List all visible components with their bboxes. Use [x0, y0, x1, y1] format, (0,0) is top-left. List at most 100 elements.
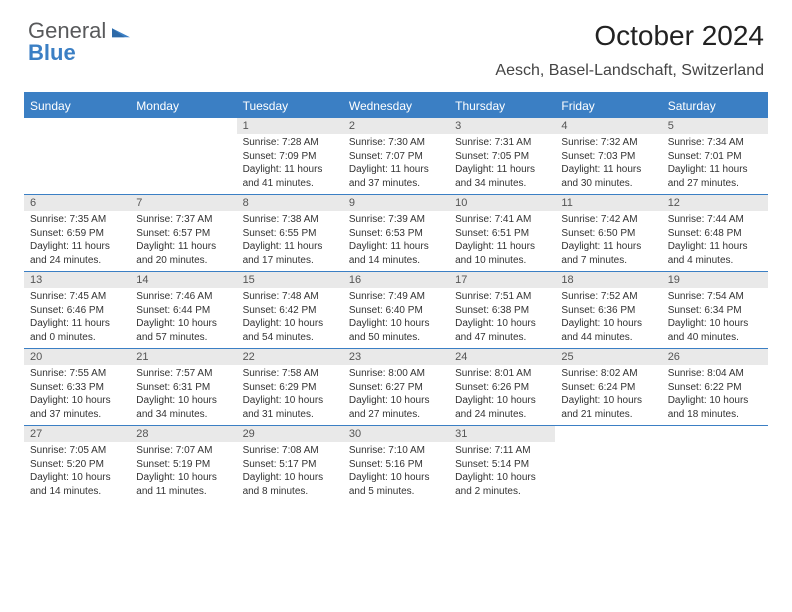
sunrise-line: Sunrise: 8:01 AM	[455, 367, 549, 381]
day-body: Sunrise: 7:54 AMSunset: 6:34 PMDaylight:…	[662, 288, 768, 344]
sunset-line: Sunset: 7:03 PM	[561, 150, 655, 164]
sunrise-line: Sunrise: 8:02 AM	[561, 367, 655, 381]
day-cell: 30Sunrise: 7:10 AMSunset: 5:16 PMDayligh…	[343, 426, 449, 502]
day-number: 15	[237, 272, 343, 288]
week-row: 13Sunrise: 7:45 AMSunset: 6:46 PMDayligh…	[24, 272, 768, 349]
sunset-line: Sunset: 6:44 PM	[136, 304, 230, 318]
sunset-line: Sunset: 5:20 PM	[30, 458, 124, 472]
day-number: 7	[130, 195, 236, 211]
daylight-line: Daylight: 10 hours and 24 minutes.	[455, 394, 549, 421]
day-cell: 15Sunrise: 7:48 AMSunset: 6:42 PMDayligh…	[237, 272, 343, 348]
day-cell: 9Sunrise: 7:39 AMSunset: 6:53 PMDaylight…	[343, 195, 449, 271]
daylight-line: Daylight: 11 hours and 0 minutes.	[30, 317, 124, 344]
day-cell: 11Sunrise: 7:42 AMSunset: 6:50 PMDayligh…	[555, 195, 661, 271]
title-block: October 2024 Aesch, Basel-Landschaft, Sw…	[495, 20, 764, 80]
day-cell: 22Sunrise: 7:58 AMSunset: 6:29 PMDayligh…	[237, 349, 343, 425]
day-cell: 26Sunrise: 8:04 AMSunset: 6:22 PMDayligh…	[662, 349, 768, 425]
sunrise-line: Sunrise: 7:10 AM	[349, 444, 443, 458]
sunrise-line: Sunrise: 7:58 AM	[243, 367, 337, 381]
sunrise-line: Sunrise: 7:41 AM	[455, 213, 549, 227]
day-cell: 5Sunrise: 7:34 AMSunset: 7:01 PMDaylight…	[662, 118, 768, 194]
day-number: 27	[24, 426, 130, 442]
day-body: Sunrise: 8:01 AMSunset: 6:26 PMDaylight:…	[449, 365, 555, 421]
day-body: Sunrise: 8:02 AMSunset: 6:24 PMDaylight:…	[555, 365, 661, 421]
day-cell: 13Sunrise: 7:45 AMSunset: 6:46 PMDayligh…	[24, 272, 130, 348]
daylight-line: Daylight: 10 hours and 37 minutes.	[30, 394, 124, 421]
day-cell: 12Sunrise: 7:44 AMSunset: 6:48 PMDayligh…	[662, 195, 768, 271]
sunset-line: Sunset: 6:26 PM	[455, 381, 549, 395]
daylight-line: Daylight: 10 hours and 21 minutes.	[561, 394, 655, 421]
day-number: 19	[662, 272, 768, 288]
day-body: Sunrise: 7:55 AMSunset: 6:33 PMDaylight:…	[24, 365, 130, 421]
sunset-line: Sunset: 6:46 PM	[30, 304, 124, 318]
logo-word-2: Blue	[28, 40, 76, 65]
logo-text-wrap: General Blue	[28, 20, 130, 64]
daylight-line: Daylight: 10 hours and 8 minutes.	[243, 471, 337, 498]
dow-thursday: Thursday	[449, 94, 555, 118]
day-cell: 2Sunrise: 7:30 AMSunset: 7:07 PMDaylight…	[343, 118, 449, 194]
dow-wednesday: Wednesday	[343, 94, 449, 118]
day-cell: 4Sunrise: 7:32 AMSunset: 7:03 PMDaylight…	[555, 118, 661, 194]
sunrise-line: Sunrise: 7:37 AM	[136, 213, 230, 227]
day-body: Sunrise: 7:41 AMSunset: 6:51 PMDaylight:…	[449, 211, 555, 267]
day-cell: 20Sunrise: 7:55 AMSunset: 6:33 PMDayligh…	[24, 349, 130, 425]
week-row: 1Sunrise: 7:28 AMSunset: 7:09 PMDaylight…	[24, 118, 768, 195]
daylight-line: Daylight: 11 hours and 24 minutes.	[30, 240, 124, 267]
day-number: 31	[449, 426, 555, 442]
day-cell: 14Sunrise: 7:46 AMSunset: 6:44 PMDayligh…	[130, 272, 236, 348]
day-body: Sunrise: 8:00 AMSunset: 6:27 PMDaylight:…	[343, 365, 449, 421]
weeks-container: 1Sunrise: 7:28 AMSunset: 7:09 PMDaylight…	[24, 118, 768, 502]
sunset-line: Sunset: 7:07 PM	[349, 150, 443, 164]
sunset-line: Sunset: 6:57 PM	[136, 227, 230, 241]
day-body: Sunrise: 7:45 AMSunset: 6:46 PMDaylight:…	[24, 288, 130, 344]
sunset-line: Sunset: 6:48 PM	[668, 227, 762, 241]
day-body: Sunrise: 7:11 AMSunset: 5:14 PMDaylight:…	[449, 442, 555, 498]
daylight-line: Daylight: 11 hours and 14 minutes.	[349, 240, 443, 267]
sunset-line: Sunset: 6:59 PM	[30, 227, 124, 241]
daylight-line: Daylight: 11 hours and 41 minutes.	[243, 163, 337, 190]
day-body: Sunrise: 7:51 AMSunset: 6:38 PMDaylight:…	[449, 288, 555, 344]
sunrise-line: Sunrise: 7:49 AM	[349, 290, 443, 304]
daylight-line: Daylight: 10 hours and 31 minutes.	[243, 394, 337, 421]
day-cell: 23Sunrise: 8:00 AMSunset: 6:27 PMDayligh…	[343, 349, 449, 425]
daylight-line: Daylight: 10 hours and 14 minutes.	[30, 471, 124, 498]
daylight-line: Daylight: 11 hours and 37 minutes.	[349, 163, 443, 190]
day-cell: 6Sunrise: 7:35 AMSunset: 6:59 PMDaylight…	[24, 195, 130, 271]
daylight-line: Daylight: 10 hours and 50 minutes.	[349, 317, 443, 344]
day-number: 17	[449, 272, 555, 288]
day-number: 29	[237, 426, 343, 442]
day-body: Sunrise: 7:32 AMSunset: 7:03 PMDaylight:…	[555, 134, 661, 190]
sunset-line: Sunset: 6:40 PM	[349, 304, 443, 318]
page-title: October 2024	[495, 20, 764, 52]
day-cell: 31Sunrise: 7:11 AMSunset: 5:14 PMDayligh…	[449, 426, 555, 502]
day-body: Sunrise: 7:10 AMSunset: 5:16 PMDaylight:…	[343, 442, 449, 498]
logo: General Blue	[28, 20, 130, 64]
dow-saturday: Saturday	[662, 94, 768, 118]
day-body: Sunrise: 7:07 AMSunset: 5:19 PMDaylight:…	[130, 442, 236, 498]
dow-friday: Friday	[555, 94, 661, 118]
sunrise-line: Sunrise: 7:05 AM	[30, 444, 124, 458]
daylight-line: Daylight: 10 hours and 18 minutes.	[668, 394, 762, 421]
sunrise-line: Sunrise: 7:08 AM	[243, 444, 337, 458]
daylight-line: Daylight: 11 hours and 30 minutes.	[561, 163, 655, 190]
day-number: 28	[130, 426, 236, 442]
day-number: 3	[449, 118, 555, 134]
day-cell: 17Sunrise: 7:51 AMSunset: 6:38 PMDayligh…	[449, 272, 555, 348]
day-cell	[130, 118, 236, 194]
sunset-line: Sunset: 6:55 PM	[243, 227, 337, 241]
day-number: 14	[130, 272, 236, 288]
day-cell: 19Sunrise: 7:54 AMSunset: 6:34 PMDayligh…	[662, 272, 768, 348]
daylight-line: Daylight: 10 hours and 2 minutes.	[455, 471, 549, 498]
day-number: 9	[343, 195, 449, 211]
daylight-line: Daylight: 11 hours and 20 minutes.	[136, 240, 230, 267]
day-number: 1	[237, 118, 343, 134]
day-cell	[24, 118, 130, 194]
header: General Blue October 2024 Aesch, Basel-L…	[0, 0, 792, 84]
week-row: 20Sunrise: 7:55 AMSunset: 6:33 PMDayligh…	[24, 349, 768, 426]
day-cell	[662, 426, 768, 502]
sunset-line: Sunset: 6:33 PM	[30, 381, 124, 395]
day-cell: 28Sunrise: 7:07 AMSunset: 5:19 PMDayligh…	[130, 426, 236, 502]
day-body: Sunrise: 7:30 AMSunset: 7:07 PMDaylight:…	[343, 134, 449, 190]
sunset-line: Sunset: 6:31 PM	[136, 381, 230, 395]
sunrise-line: Sunrise: 7:31 AM	[455, 136, 549, 150]
